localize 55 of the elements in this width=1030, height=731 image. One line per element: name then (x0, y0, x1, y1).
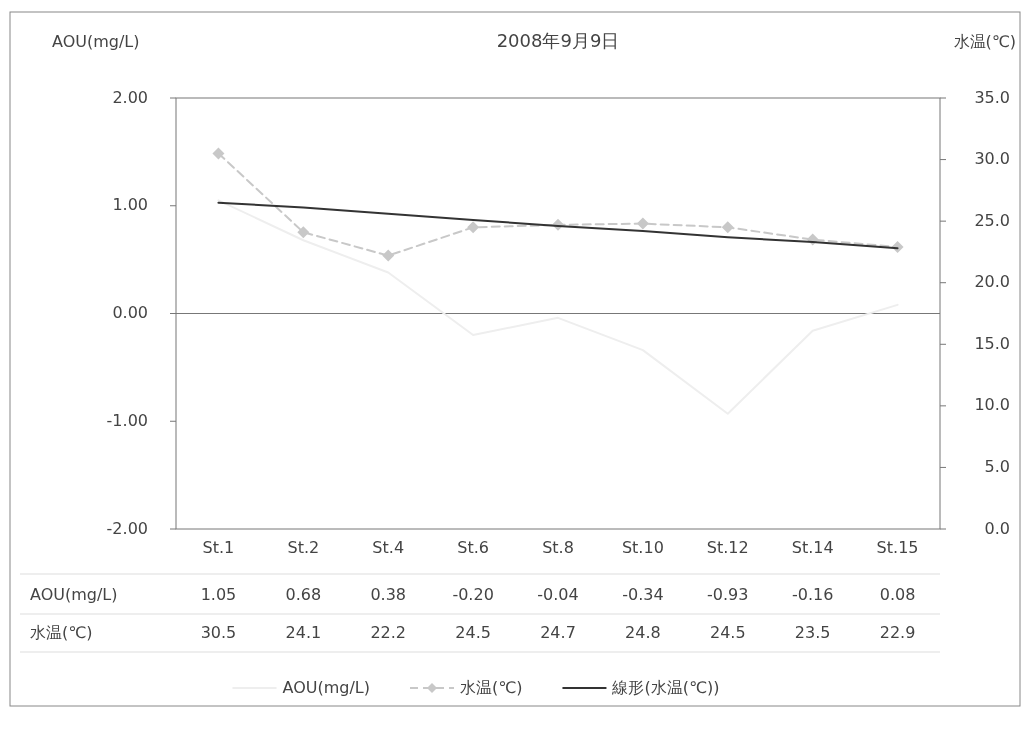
y-tick-label: 1.00 (112, 195, 148, 215)
point (297, 226, 310, 239)
data-label: 24.5 (709, 622, 746, 642)
legend-label: AOU(mg/L) (282, 677, 370, 697)
line-series (217, 199, 899, 415)
y2-tick-label: 25.0 (974, 210, 1010, 230)
data-label: 24.8 (625, 622, 661, 642)
x-tick-label: St.6 (457, 537, 489, 557)
data-label: 0.68 (285, 584, 322, 604)
y-axis-title: AOU(mg/L) (52, 31, 140, 51)
y2-tick-label: 20.0 (974, 272, 1010, 292)
data-label: 24.1 (285, 622, 322, 642)
y2-tick-label: 30.0 (974, 149, 1010, 169)
y-tick-label: -1.00 (106, 410, 148, 430)
data-label: 23.5 (794, 622, 831, 642)
chart-title: 2008年9月9日 (496, 30, 620, 51)
point (467, 221, 480, 234)
data-label: -0.04 (537, 584, 579, 604)
x-tick-label: St.12 (706, 537, 749, 557)
x-tick-label: St.15 (876, 537, 919, 557)
y2-tick-label: 15.0 (974, 333, 1010, 353)
y2-tick-label: 5.0 (984, 456, 1010, 476)
y2-tick-label: 0.0 (984, 518, 1010, 538)
data-label: -0.34 (622, 584, 664, 604)
x-tick-label: St.1 (202, 537, 235, 557)
data-label: 24.7 (540, 622, 576, 642)
point (636, 217, 649, 230)
legend-label: 水温(℃) (460, 677, 523, 697)
point (382, 249, 395, 262)
y-tick-label: -2.00 (106, 518, 148, 538)
data-label: -0.93 (707, 584, 749, 604)
x-tick-label: St.8 (542, 537, 574, 557)
data-label: 24.5 (455, 622, 491, 642)
x-tick-label: St.2 (287, 537, 320, 557)
text: AOU(mg/L) (30, 584, 118, 604)
point (212, 147, 225, 160)
data-label: -0.20 (452, 584, 494, 604)
y2-tick-label: 10.0 (974, 395, 1010, 415)
legend-label: 線形(水温(℃)) (611, 677, 720, 697)
data-label: 0.38 (370, 584, 407, 604)
y2-tick-label: 35.0 (974, 87, 1010, 107)
data-label: 22.2 (370, 622, 407, 642)
data-label: 30.5 (200, 622, 237, 642)
y-tick-label: 0.00 (112, 303, 148, 322)
data-label: 0.08 (879, 584, 916, 604)
point (721, 221, 734, 234)
data-label: 22.9 (879, 622, 916, 642)
x-tick-label: St.10 (621, 537, 664, 557)
y2-axis-title: 水温(℃) (953, 31, 1016, 51)
x-tick-label: St.4 (372, 537, 405, 557)
data-label: -0.16 (791, 584, 834, 604)
x-tick-label: St.14 (791, 537, 834, 557)
text: 水温(℃) (30, 622, 93, 642)
data-label: 1.05 (200, 584, 237, 604)
y-tick-label: 2.00 (112, 87, 148, 107)
